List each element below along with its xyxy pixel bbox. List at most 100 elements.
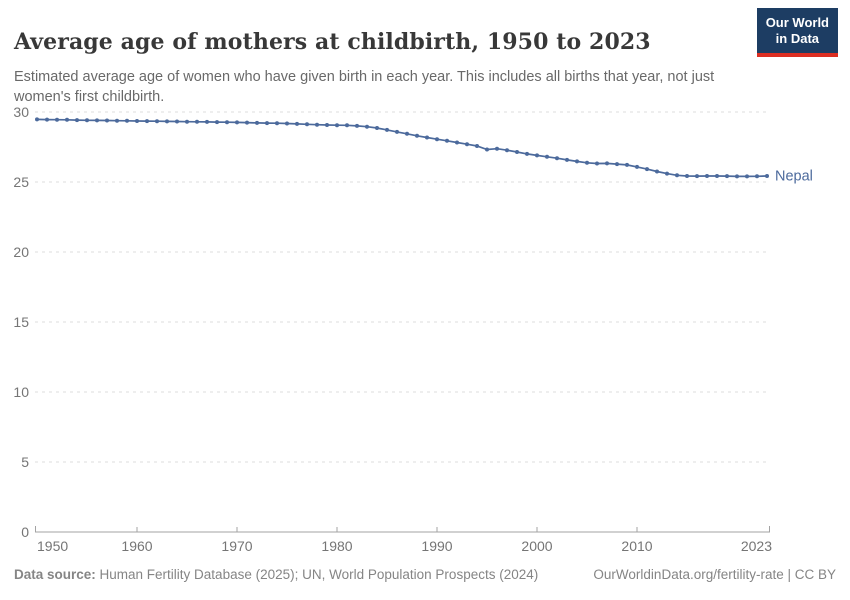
data-point-1963[interactable] (165, 119, 169, 124)
x-axis-label-2010: 2010 (621, 538, 652, 554)
data-point-1983[interactable] (365, 124, 369, 129)
data-point-1969[interactable] (225, 120, 229, 125)
data-point-1986[interactable] (395, 129, 399, 134)
x-axis-label-1950: 1950 (37, 538, 68, 554)
data-point-2022[interactable] (755, 174, 759, 179)
data-point-1978[interactable] (315, 122, 319, 127)
data-point-1989[interactable] (425, 135, 429, 140)
y-axis-label-0: 0 (21, 524, 29, 540)
data-point-1970[interactable] (235, 120, 239, 125)
x-axis-label-1970: 1970 (221, 538, 252, 554)
data-point-1955[interactable] (85, 118, 89, 123)
data-point-2004[interactable] (575, 159, 579, 164)
data-source-text: Human Fertility Database (2025); UN, Wor… (95, 567, 539, 582)
series-line-nepal[interactable] (36, 118, 768, 178)
y-axis-label-5: 5 (21, 454, 29, 470)
data-point-1951[interactable] (45, 117, 49, 122)
data-point-2009[interactable] (625, 162, 629, 167)
data-point-2001[interactable] (545, 154, 549, 159)
data-source-label: Data source: (14, 567, 96, 582)
data-point-1990[interactable] (435, 137, 439, 142)
data-point-1974[interactable] (275, 121, 279, 126)
data-point-1975[interactable] (285, 121, 289, 126)
data-point-2019[interactable] (725, 174, 729, 179)
data-point-1962[interactable] (155, 119, 159, 124)
data-point-2010[interactable] (635, 164, 639, 169)
data-point-2006[interactable] (595, 161, 599, 166)
data-point-1997[interactable] (505, 148, 509, 153)
data-point-1965[interactable] (185, 119, 189, 124)
data-point-1953[interactable] (65, 117, 69, 122)
data-point-2012[interactable] (655, 169, 659, 174)
data-point-2008[interactable] (615, 162, 619, 167)
data-point-1995[interactable] (485, 147, 489, 152)
credit-link[interactable]: OurWorldinData.org/fertility-rate | CC B… (593, 567, 836, 582)
data-point-1977[interactable] (305, 122, 309, 127)
x-axis-label-1980: 1980 (321, 538, 352, 554)
data-point-1966[interactable] (195, 119, 199, 124)
data-source-note: Data source: Human Fertility Database (2… (14, 567, 538, 582)
owid-logo-line2: in Data (775, 31, 820, 47)
data-point-1960[interactable] (135, 119, 139, 123)
data-point-2007[interactable] (605, 161, 609, 166)
data-point-1980[interactable] (335, 123, 339, 128)
data-point-1981[interactable] (345, 123, 349, 128)
series-label-nepal[interactable]: Nepal (775, 168, 813, 184)
owid-logo-line1: Our World (765, 15, 829, 30)
data-point-1991[interactable] (445, 138, 449, 143)
data-point-1985[interactable] (385, 127, 389, 132)
data-point-1957[interactable] (105, 118, 109, 123)
data-point-1961[interactable] (145, 119, 149, 124)
chart-canvas[interactable]: 0 5 10 15 20 25 30 1950 1960 1970 1980 1990 2000 2010… (0, 95, 850, 563)
data-point-2021[interactable] (745, 174, 749, 179)
data-point-2015[interactable] (685, 174, 689, 178)
data-point-1994[interactable] (475, 144, 479, 148)
data-point-1968[interactable] (215, 120, 219, 125)
data-point-1964[interactable] (175, 119, 179, 124)
y-axis-label-20: 20 (13, 244, 29, 260)
data-point-1967[interactable] (205, 119, 209, 124)
data-point-1956[interactable] (95, 118, 99, 123)
data-point-1973[interactable] (265, 121, 269, 126)
data-point-1976[interactable] (295, 121, 299, 126)
data-point-2002[interactable] (555, 156, 559, 161)
data-point-1950[interactable] (35, 117, 39, 122)
data-point-1987[interactable] (405, 131, 409, 136)
x-axis-label-2023: 2023 (741, 538, 772, 554)
data-point-1999[interactable] (525, 151, 529, 156)
x-axis-label-1990: 1990 (421, 538, 452, 554)
data-point-2014[interactable] (675, 173, 679, 178)
data-point-2011[interactable] (645, 167, 649, 172)
data-point-2013[interactable] (665, 171, 669, 176)
data-point-2003[interactable] (565, 157, 569, 162)
data-point-1954[interactable] (75, 118, 79, 123)
data-point-1952[interactable] (55, 117, 59, 122)
data-point-1959[interactable] (125, 118, 129, 123)
data-point-1971[interactable] (245, 120, 249, 125)
data-point-1982[interactable] (355, 123, 359, 128)
data-point-1992[interactable] (455, 140, 459, 145)
data-point-2018[interactable] (715, 174, 719, 178)
data-point-1988[interactable] (415, 133, 419, 138)
data-point-2017[interactable] (705, 174, 709, 178)
data-point-2005[interactable] (585, 160, 589, 165)
data-point-2016[interactable] (695, 174, 699, 179)
data-point-1972[interactable] (255, 120, 259, 125)
data-point-2023[interactable] (765, 174, 769, 178)
data-point-1998[interactable] (515, 150, 519, 154)
y-axis-label-30: 30 (13, 104, 29, 120)
data-point-1993[interactable] (465, 142, 469, 147)
data-point-1979[interactable] (325, 123, 329, 127)
y-axis-label-25: 25 (13, 174, 29, 190)
x-axis-label-2000: 2000 (521, 538, 552, 554)
data-point-2000[interactable] (535, 153, 539, 158)
chart-subtitle: Estimated average age of women who have … (14, 68, 715, 106)
owid-logo[interactable]: Our World in Data (756, 8, 838, 57)
x-axis-label-1960: 1960 (121, 538, 152, 554)
data-point-1984[interactable] (375, 126, 379, 130)
data-point-2020[interactable] (735, 174, 739, 179)
page-title: Average age of mothers at childbirth, 19… (14, 28, 651, 55)
data-point-1996[interactable] (495, 146, 499, 151)
data-point-1958[interactable] (115, 118, 119, 123)
